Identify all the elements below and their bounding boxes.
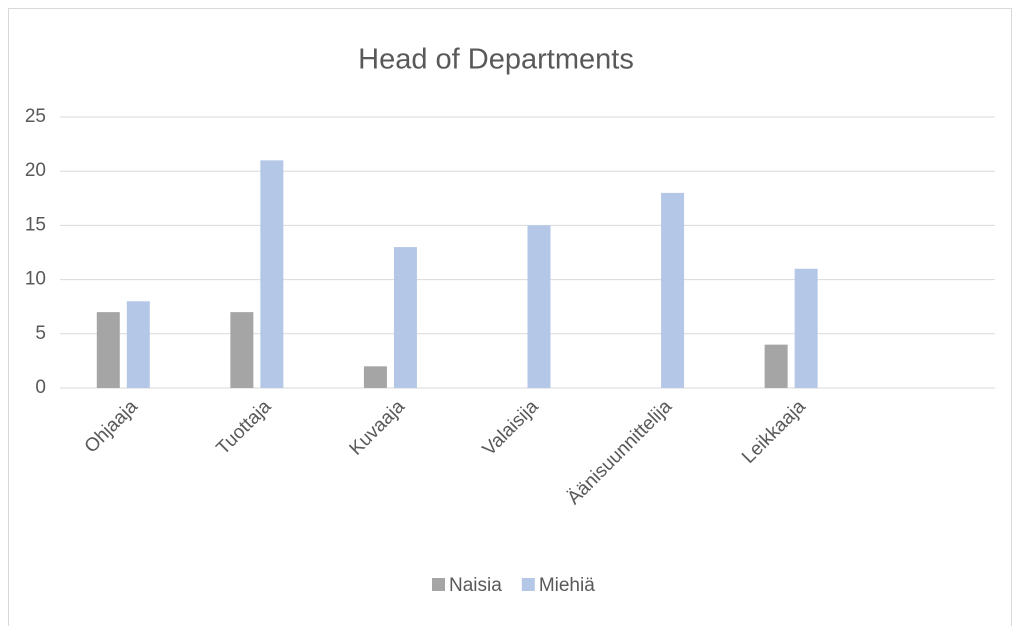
bar bbox=[363, 366, 387, 388]
legend-label: Miehiä bbox=[539, 575, 595, 596]
legend-label: Naisia bbox=[449, 575, 502, 596]
y-tick-label: 20 bbox=[25, 160, 46, 181]
bar bbox=[260, 160, 284, 388]
bar bbox=[764, 344, 788, 388]
y-tick-label: 0 bbox=[35, 377, 46, 398]
y-tick-label: 15 bbox=[25, 214, 46, 235]
bar bbox=[794, 268, 818, 388]
bar bbox=[96, 312, 120, 388]
bar bbox=[527, 225, 551, 388]
y-tick-label: 25 bbox=[25, 106, 46, 127]
chart-frame bbox=[8, 8, 1012, 626]
bar bbox=[230, 312, 254, 388]
y-tick-label: 10 bbox=[25, 269, 46, 290]
bar bbox=[393, 247, 417, 388]
legend-swatch bbox=[432, 578, 445, 591]
bar bbox=[126, 301, 150, 388]
y-tick-label: 5 bbox=[35, 323, 46, 344]
bar bbox=[661, 192, 685, 388]
chart-title: Head of Departments bbox=[358, 44, 634, 76]
legend-swatch bbox=[521, 578, 535, 591]
